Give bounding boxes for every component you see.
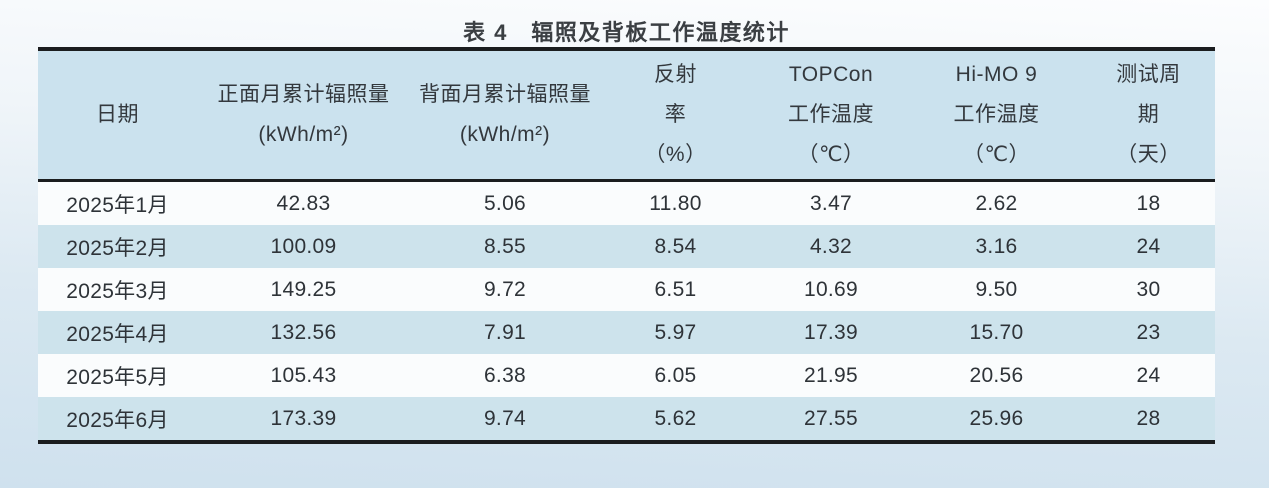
data-cell: 105.43 xyxy=(270,363,337,387)
data-cell: 30 xyxy=(1136,277,1161,301)
data-cell: 17.39 xyxy=(803,320,859,344)
data-cell: 149.25 xyxy=(270,277,337,301)
data-cell: 11.80 xyxy=(649,191,702,215)
table-row: 2025年2月 100.09 8.55 8.54 4.32 3.16 24 xyxy=(38,225,1215,268)
data-cell: 23 xyxy=(1136,320,1161,344)
header-cell-himo9-temp: Hi-MO 9 工作温度 （℃） xyxy=(911,51,1082,179)
header-line: （%） xyxy=(644,143,707,166)
header-cell-reflectance: 反射 率 （%） xyxy=(600,51,751,179)
header-cell-test-period: 测试周 期 （天） xyxy=(1082,51,1215,179)
header-line: 工作温度 xyxy=(788,103,874,126)
data-cell: 2025年5月 xyxy=(66,365,169,389)
data-cell: 2.62 xyxy=(975,191,1018,215)
data-cell: 8.54 xyxy=(654,234,697,258)
header-cell-rear-irradiation: 背面月累计辐照量 (kWh/m²) xyxy=(410,51,600,179)
data-cell: 24 xyxy=(1136,234,1161,258)
header-line: (kWh/m²) xyxy=(459,123,551,146)
data-cell: 2025年3月 xyxy=(66,279,169,303)
header-line: TOPCon xyxy=(788,63,874,86)
data-cell: 4.32 xyxy=(809,234,853,258)
header-line: 测试周 xyxy=(1116,63,1181,86)
header-line: （℃） xyxy=(797,143,865,166)
data-cell: 24 xyxy=(1136,363,1161,387)
data-cell: 10.69 xyxy=(803,277,859,301)
data-cell: 3.47 xyxy=(809,191,853,215)
data-cell: 2025年6月 xyxy=(66,408,169,432)
data-cell: 27.55 xyxy=(803,406,859,430)
header-cell-front-irradiation: 正面月累计辐照量 (kWh/m²) xyxy=(197,51,410,179)
data-cell: 2025年2月 xyxy=(66,236,169,260)
data-cell: 8.55 xyxy=(483,234,527,258)
data-cell: 6.38 xyxy=(483,363,527,387)
table-row: 2025年5月 105.43 6.38 6.05 21.95 20.56 24 xyxy=(38,354,1215,397)
data-cell: 42.83 xyxy=(276,191,331,215)
data-cell: 25.96 xyxy=(969,406,1024,430)
header-line: (kWh/m²) xyxy=(258,123,349,146)
data-cell: 9.74 xyxy=(483,406,527,430)
header-line: 工作温度 xyxy=(953,103,1040,126)
data-cell: 132.56 xyxy=(270,320,337,344)
data-cell: 5.62 xyxy=(654,406,697,430)
data-cell: 9.72 xyxy=(483,277,527,301)
data-cell: 100.09 xyxy=(270,234,337,258)
data-cell: 18 xyxy=(1136,191,1161,215)
header-line: 期 xyxy=(1137,103,1160,126)
table-row: 2025年3月 149.25 9.72 6.51 10.69 9.50 30 xyxy=(38,268,1215,311)
data-cell: 3.16 xyxy=(975,234,1018,258)
header-line: 背面月累计辐照量 xyxy=(419,83,591,106)
header-line: （天） xyxy=(1116,143,1181,166)
data-cell: 2025年4月 xyxy=(66,322,169,346)
data-cell: 5.97 xyxy=(654,320,697,344)
data-cell: 6.51 xyxy=(654,277,697,301)
data-table: 日期 正面月累计辐照量 (kWh/m²) 背面月累计辐照量 (kWh/m²) 反… xyxy=(38,47,1215,444)
data-cell: 21.95 xyxy=(803,363,859,387)
data-cell: 20.56 xyxy=(969,363,1024,387)
table-row: 2025年4月 132.56 7.91 5.97 17.39 15.70 23 xyxy=(38,311,1215,354)
table-caption: 表 4 辐照及背板工作温度统计 xyxy=(463,20,790,45)
header-cell-topcon-temp: TOPCon 工作温度 （℃） xyxy=(751,51,911,179)
data-cell: 2025年1月 xyxy=(66,193,169,217)
data-cell: 9.50 xyxy=(975,277,1018,301)
data-cell: 5.06 xyxy=(483,191,527,215)
data-cell: 7.91 xyxy=(483,320,527,344)
header-line: Hi-MO 9 xyxy=(955,63,1038,86)
header-line: 日期 xyxy=(96,103,139,126)
header-cell-date: 日期 xyxy=(38,51,197,179)
data-cell: 28 xyxy=(1136,406,1161,430)
table-header-row: 日期 正面月累计辐照量 (kWh/m²) 背面月累计辐照量 (kWh/m²) 反… xyxy=(38,51,1215,182)
data-cell: 15.70 xyxy=(969,320,1024,344)
header-line: 反射 xyxy=(654,63,697,86)
header-line: 正面月累计辐照量 xyxy=(217,83,390,106)
table-row: 2025年6月 173.39 9.74 5.62 27.55 25.96 28 xyxy=(38,397,1215,440)
header-line: 率 xyxy=(664,103,687,126)
data-cell: 173.39 xyxy=(270,406,337,430)
header-line: （℃） xyxy=(962,143,1031,166)
table-row: 2025年1月 42.83 5.06 11.80 3.47 2.62 18 xyxy=(38,182,1215,225)
data-cell: 6.05 xyxy=(654,363,697,387)
